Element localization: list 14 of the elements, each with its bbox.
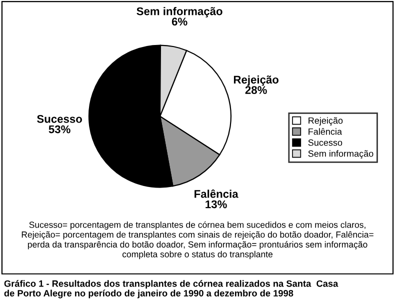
legend-label: Falência (308, 128, 342, 135)
legend-label: Rejeição (308, 117, 343, 126)
slice-label: Rejeição (234, 75, 278, 86)
legend-label: Sem informação (308, 150, 374, 159)
data-label: 28% (245, 86, 267, 94)
legend-label: Sucesso (308, 139, 342, 146)
slice-label: Sucesso (37, 115, 82, 123)
text: Gráfico 1 - Resultados dos transplantes de córnea realizados na Santa Casa de Porto Alegre no período de janeiro de 1990 a dezembro de 1998 (4, 280, 338, 298)
data-label: 53% (48, 125, 70, 134)
slice-label: Sem informação (136, 7, 222, 18)
data-label: 13% (206, 200, 227, 208)
slice-label: Falência (194, 189, 238, 198)
data-label: 6% (172, 18, 188, 26)
text: Sucesso= porcentagem de transplantes de córnea bem sucedidos e com meios claros, Rejeição= porcentagem de transplantes com sinais de rejeição do botão doador, Falência= perda da transparência do botão doador, Sem informação= prontuários sem informação completa sobre o status do transplante (22, 221, 374, 260)
